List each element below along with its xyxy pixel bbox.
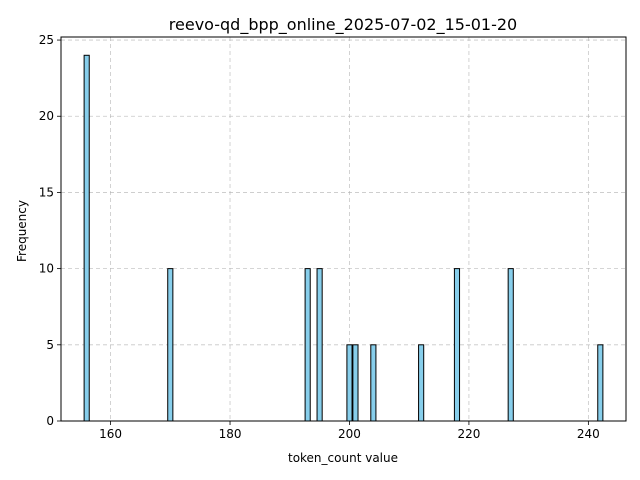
histogram-bar [316,268,323,422]
y-tick-label: 20 [39,109,54,123]
x-tick-label: 220 [457,427,480,441]
x-tick-label: 160 [99,427,122,441]
y-tick-label: 5 [46,338,54,352]
x-tick-label: 180 [219,427,242,441]
grid [61,37,626,422]
x-tick-label: 240 [577,427,600,441]
chart-title: reevo-qd_bpp_online_2025-07-02_15-01-20 [169,15,517,35]
y-tick-label: 10 [39,262,54,276]
histogram-bar [453,268,461,422]
x-tick-label: 200 [338,427,361,441]
y-tick-label: 0 [46,414,54,428]
plot-area-frame [60,36,627,422]
histogram-bar [352,344,359,422]
x-axis-label: token_count value [288,451,398,465]
histogram-bar [304,268,311,422]
y-axis-label: Frequency [15,200,29,262]
histogram-bar [370,344,377,422]
y-tick-label: 15 [39,185,54,199]
histogram-bar [418,344,425,422]
histogram-bar [83,54,90,422]
y-tick-label: 25 [39,33,54,47]
axis-ticks: 160 180 200 220 240 0 5 10 15 20 25 [39,33,600,441]
histogram-bar [167,268,174,422]
histogram-bar [597,344,604,422]
histogram-bar [346,344,353,422]
histogram-bar [507,268,514,422]
